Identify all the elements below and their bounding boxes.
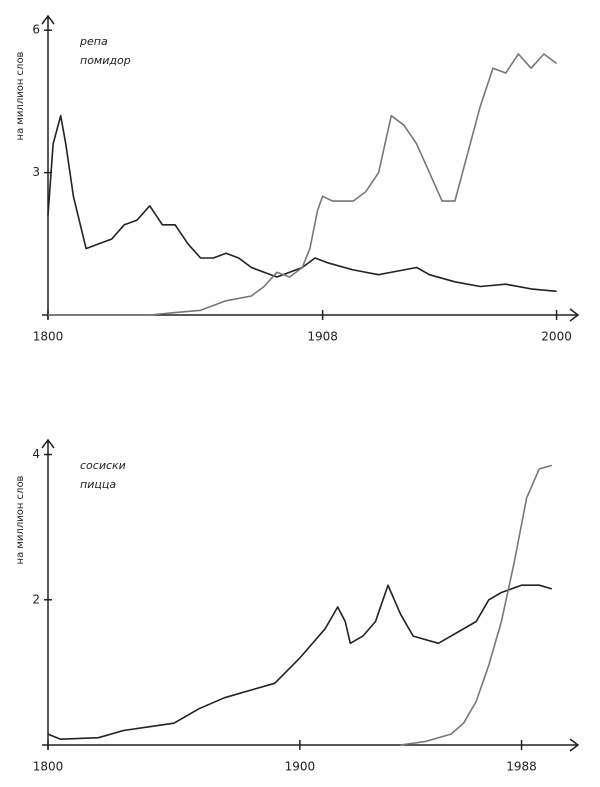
y-tick-label: 2	[32, 592, 40, 606]
legend-label: пицца	[80, 478, 116, 491]
series-line	[47, 584, 553, 740]
x-tick-label: 1908	[307, 330, 338, 344]
x-tick-label: 2000	[541, 330, 572, 344]
y-axis	[41, 438, 55, 749]
x-tick-label: 1988	[506, 760, 537, 774]
legend-label: помидор	[80, 54, 131, 67]
legend-label: сосиски	[80, 459, 126, 472]
y-tick-label: 3	[32, 165, 40, 179]
y-axis	[41, 14, 55, 319]
x-tick-label: 1800	[33, 760, 64, 774]
series-line	[48, 53, 558, 316]
x-tick-label: 1900	[285, 760, 316, 774]
series-line	[47, 114, 557, 293]
y-axis-label: на миллион слов	[15, 475, 26, 564]
y-tick-label: 4	[32, 447, 40, 461]
legend-label: репа	[79, 35, 108, 48]
x-tick-label: 1800	[33, 330, 64, 344]
x-axis	[42, 738, 580, 752]
series-line	[400, 464, 553, 746]
y-tick-label: 6	[32, 23, 40, 37]
y-axis-label: на миллион слов	[15, 51, 26, 140]
